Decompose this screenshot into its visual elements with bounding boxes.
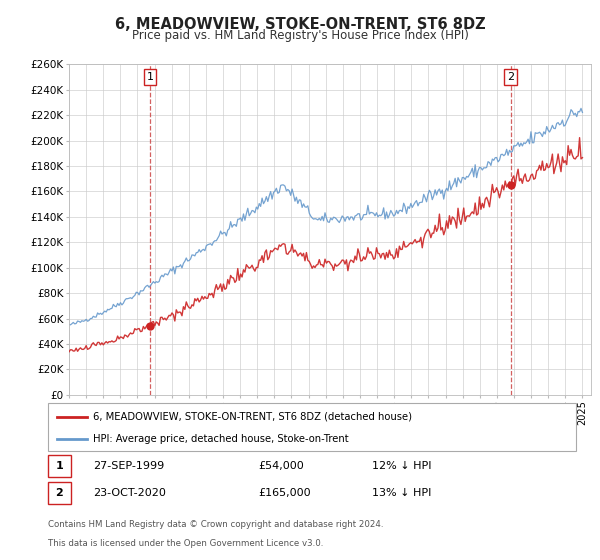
Text: £165,000: £165,000 bbox=[258, 488, 311, 498]
Text: This data is licensed under the Open Government Licence v3.0.: This data is licensed under the Open Gov… bbox=[48, 539, 323, 548]
Text: £54,000: £54,000 bbox=[258, 461, 304, 471]
Text: 23-OCT-2020: 23-OCT-2020 bbox=[93, 488, 166, 498]
Text: 6, MEADOWVIEW, STOKE-ON-TRENT, ST6 8DZ: 6, MEADOWVIEW, STOKE-ON-TRENT, ST6 8DZ bbox=[115, 17, 485, 32]
Text: 13% ↓ HPI: 13% ↓ HPI bbox=[372, 488, 431, 498]
Text: HPI: Average price, detached house, Stoke-on-Trent: HPI: Average price, detached house, Stok… bbox=[93, 434, 349, 444]
Text: 1: 1 bbox=[146, 72, 154, 82]
Text: 1: 1 bbox=[56, 461, 63, 471]
Text: 6, MEADOWVIEW, STOKE-ON-TRENT, ST6 8DZ (detached house): 6, MEADOWVIEW, STOKE-ON-TRENT, ST6 8DZ (… bbox=[93, 412, 412, 422]
Text: 2: 2 bbox=[56, 488, 63, 498]
Text: 27-SEP-1999: 27-SEP-1999 bbox=[93, 461, 164, 471]
Text: Price paid vs. HM Land Registry's House Price Index (HPI): Price paid vs. HM Land Registry's House … bbox=[131, 29, 469, 42]
Text: Contains HM Land Registry data © Crown copyright and database right 2024.: Contains HM Land Registry data © Crown c… bbox=[48, 520, 383, 529]
Text: 2: 2 bbox=[507, 72, 514, 82]
Text: 12% ↓ HPI: 12% ↓ HPI bbox=[372, 461, 431, 471]
